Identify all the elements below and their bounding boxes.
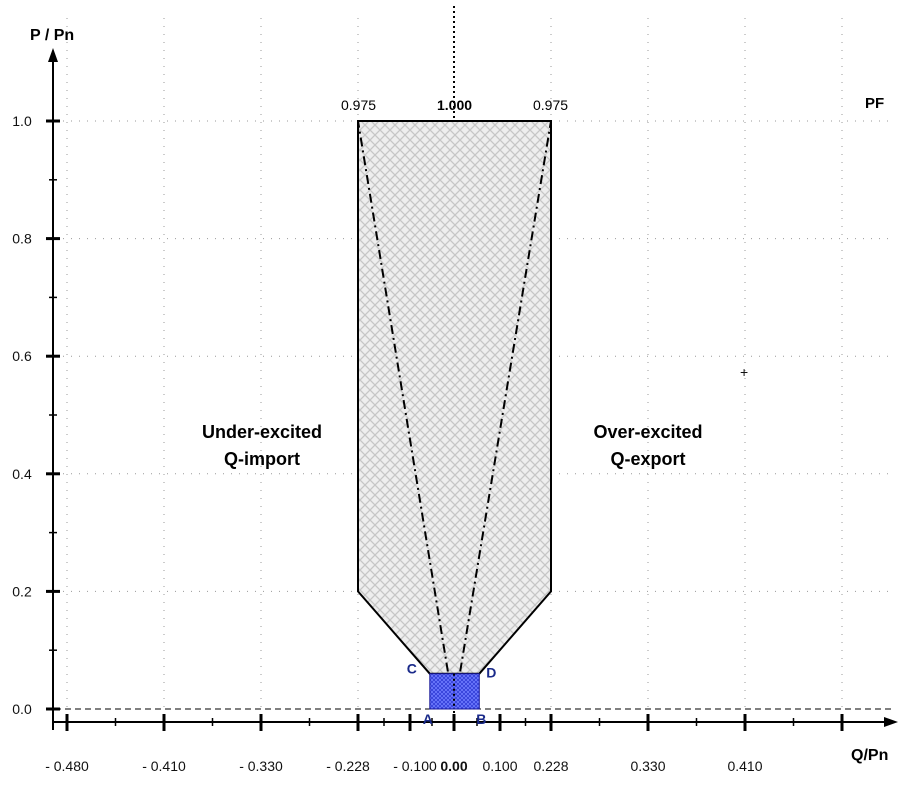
pf-line <box>357 120 455 710</box>
x-axis-arrow <box>884 717 898 727</box>
axes <box>46 48 898 731</box>
pf-value-center: 1.000 <box>437 97 472 113</box>
operating-area-polygon <box>357 120 552 675</box>
plus-marker: + <box>740 364 748 380</box>
pf-line <box>453 120 552 710</box>
y-axis-arrow <box>48 48 58 62</box>
point-label-c: C <box>407 661 417 677</box>
y-axis-title: P / Pn <box>30 27 74 44</box>
y-tick-label: 0.6 <box>12 348 32 364</box>
x-tick-label: - 0.228 <box>326 758 370 774</box>
x-tick-label: 0.00 <box>440 758 467 774</box>
pf-value-left: 0.975 <box>341 97 376 113</box>
x-tick-label: 0.100 <box>482 758 517 774</box>
y-tick-label: 0.2 <box>12 583 32 599</box>
x-tick-label: - 0.100 <box>393 758 437 774</box>
q-import-label: Q-import <box>224 449 300 469</box>
x-tick-label: - 0.480 <box>45 758 89 774</box>
chart-labels: - 0.480 - 0.410 - 0.330 - 0.228 - 0.100 0.00 0… <box>12 113 762 774</box>
point-label-b: B <box>476 711 486 727</box>
point-label-d: D <box>486 665 496 681</box>
x-tick-label: - 0.330 <box>239 758 283 774</box>
x-axis-title: Q/Pn <box>851 747 888 764</box>
point-label-a: A <box>423 711 433 727</box>
x-tick-label: 0.330 <box>630 758 665 774</box>
under-excited-label: Under-excited <box>202 422 322 442</box>
y-tick-label: 0.0 <box>12 701 32 717</box>
pf-value-right: 0.975 <box>533 97 568 113</box>
q-export-label: Q-export <box>610 449 685 469</box>
operating-area <box>357 120 552 710</box>
x-tick-label: - 0.410 <box>142 758 186 774</box>
x-tick-label: 0.228 <box>533 758 568 774</box>
pf-label: PF <box>865 95 884 112</box>
x-tick-label: 0.410 <box>727 758 762 774</box>
y-tick-label: 0.4 <box>12 466 32 482</box>
y-tick-label: 1.0 <box>12 113 32 129</box>
y-tick-label: 0.8 <box>12 231 32 247</box>
over-excited-label: Over-excited <box>593 422 702 442</box>
